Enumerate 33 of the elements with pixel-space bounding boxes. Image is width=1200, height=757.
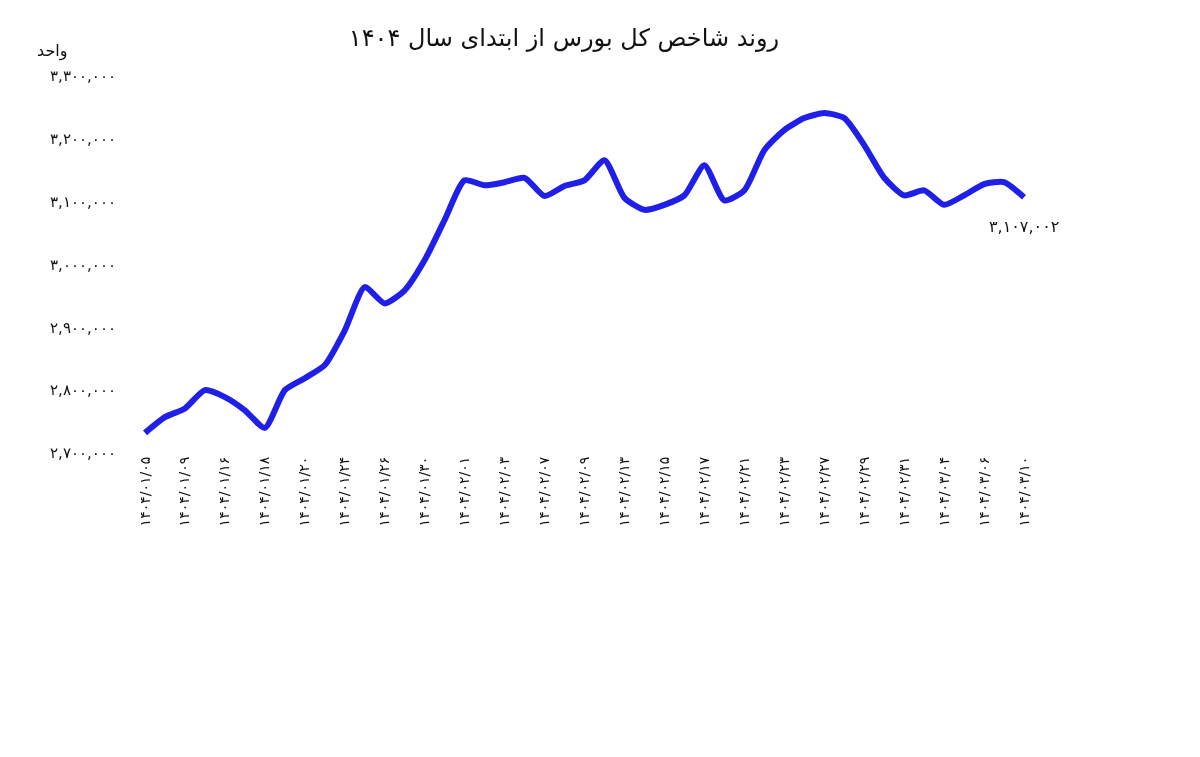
x-tick-label: ۱۴۰۴/۰۲/۲۹ [855,456,872,527]
x-tick-label: ۱۴۰۴/۰۲/۰۹ [576,456,593,527]
x-tick-label: ۱۴۰۴/۰۲/۱۵ [655,456,672,527]
x-tick-label: ۱۴۰۴/۰۳/۱۰ [1015,456,1032,527]
x-tick-label: ۱۴۰۴/۰۱/۲۴ [336,456,353,527]
y-tick-label: ۲,۹۰۰,۰۰۰ [50,318,116,337]
x-tick-label: ۱۴۰۴/۰۲/۳۱ [895,456,912,527]
x-tick-label: ۱۴۰۴/۰۲/۰۱ [456,456,473,527]
y-tick-label: ۲,۸۰۰,۰۰۰ [50,381,116,400]
annotation: ۳,۱۰۷,۰۰۲ [989,217,1060,236]
x-tick-label: ۱۴۰۴/۰۲/۱۷ [695,456,712,527]
x-tick-label: ۱۴۰۴/۰۱/۱۶ [216,456,233,527]
x-tick-label: ۱۴۰۴/۰۲/۲۷ [815,456,832,527]
y-axis-title: واحد [37,41,68,61]
x-tick-label: ۱۴۰۴/۰۱/۳۰ [416,456,433,527]
y-tick-label: ۳,۲۰۰,۰۰۰ [50,130,116,149]
x-tick-label: ۱۴۰۴/۰۳/۰۴ [935,456,952,527]
x-tick-label: ۱۴۰۴/۰۳/۰۶ [975,456,992,527]
x-tick-label: ۱۴۰۴/۰۲/۰۷ [536,456,553,527]
y-tick-label: ۳,۱۰۰,۰۰۰ [50,192,116,211]
x-tick-label: ۱۴۰۴/۰۱/۲۶ [376,456,393,527]
x-tick-label: ۱۴۰۴/۰۲/۰۳ [496,456,513,527]
x-tick-label: ۱۴۰۴/۰۲/۲۱ [735,456,752,527]
x-tick-label: ۱۴۰۴/۰۱/۱۸ [256,456,273,527]
y-tick-label: ۳,۳۰۰,۰۰۰ [50,67,116,86]
x-tick-label: ۱۴۰۴/۰۱/۰۹ [176,456,193,527]
x-tick-label: ۱۴۰۴/۰۱/۰۵ [136,456,153,527]
x-tick-label: ۱۴۰۴/۰۲/۲۳ [775,456,792,527]
chart-title: روند شاخص کل بورس از ابتدای سال ۱۴۰۴ [348,24,780,53]
y-tick-label: ۳,۰۰۰,۰۰۰ [50,255,116,274]
x-tick-label: ۱۴۰۴/۰۱/۲۰ [296,456,313,527]
x-tick-label: ۱۴۰۴/۰۲/۱۳ [616,456,633,527]
y-tick-label: ۲,۷۰۰,۰۰۰ [50,444,116,463]
